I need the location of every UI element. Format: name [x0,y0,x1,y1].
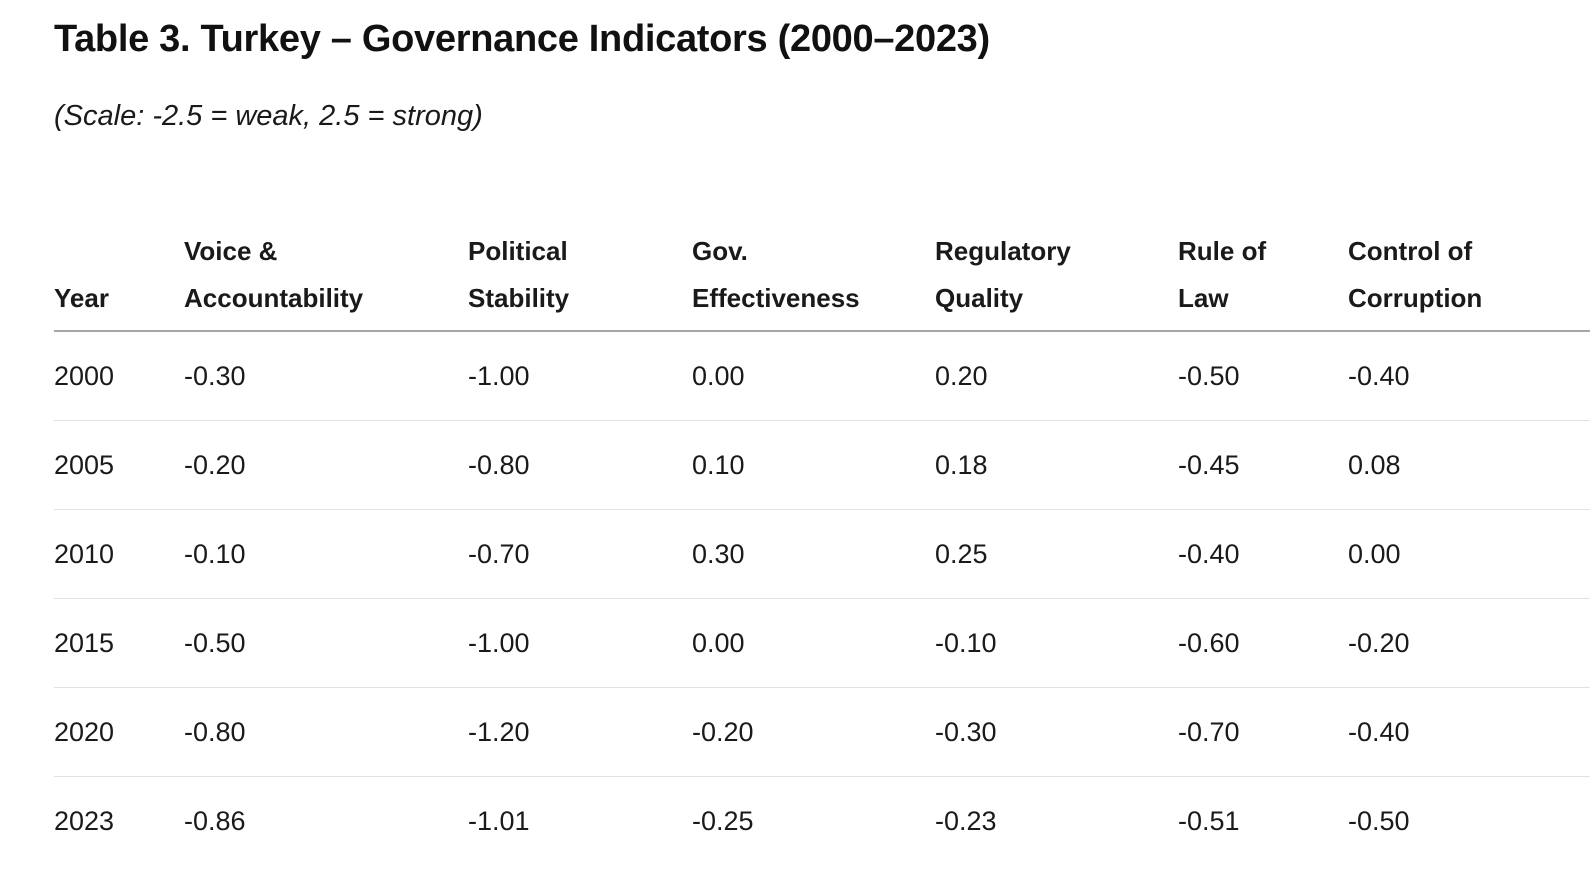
governance-table: Year Voice & Accountability Political Stab… [54,205,1590,865]
table-row: 2023 -0.86 -1.01 -0.25 -0.23 -0.51 -0.50 [54,777,1590,866]
header-line: Corruption [1348,283,1483,313]
header-line: Rule of [1178,236,1267,266]
cell-control-of-corruption: 0.08 [1348,420,1590,510]
cell-control-of-corruption: -0.20 [1348,598,1590,688]
header-line: Voice & [184,236,278,266]
table-row: 2020 -0.80 -1.20 -0.20 -0.30 -0.70 -0.40 [54,687,1590,777]
cell-political-stability: -0.70 [468,509,692,599]
header-voice-accountability: Voice & Accountability [184,205,468,332]
cell-political-stability: -1.00 [468,331,692,421]
table-body: 2000 -0.30 -1.00 0.00 0.20 -0.50 -0.40 2… [54,331,1590,865]
header-line: Gov. [692,236,748,266]
cell-regulatory-quality: -0.10 [935,598,1178,688]
cell-year: 2000 [54,331,184,421]
cell-voice-accountability: -0.80 [184,687,468,777]
table-row: 2015 -0.50 -1.00 0.00 -0.10 -0.60 -0.20 [54,598,1590,688]
cell-year: 2023 [54,805,115,836]
cell-rule-of-law: -0.40 [1178,509,1348,599]
cell-regulatory-quality: 0.25 [935,509,1178,599]
table-header: Year Voice & Accountability Political Stab… [54,205,1590,332]
cell-control-of-corruption: -0.40 [1348,331,1590,421]
cell-regulatory-quality: -0.23 [935,805,997,836]
cell-control-of-corruption: -0.50 [1348,805,1410,836]
cell-control-of-corruption: -0.40 [1348,687,1590,777]
header-line: Law [1178,283,1229,313]
cell-regulatory-quality: -0.30 [935,687,1178,777]
table-subtitle: (Scale: -2.5 = weak, 2.5 = strong) [54,100,483,132]
header-political-stability: Political Stability [468,205,692,332]
header-line: Regulatory [935,236,1071,266]
cell-voice-accountability: -0.20 [184,420,468,510]
cell-rule-of-law: -0.70 [1178,687,1348,777]
cell-political-stability: -0.80 [468,420,692,510]
cell-voice-accountability: -0.10 [184,509,468,599]
table-title: Table 3. Turkey – Governance Indicators … [54,18,990,60]
header-line: Political [468,236,568,266]
cell-voice-accountability: -0.50 [184,598,468,688]
cell-year: 2015 [54,598,184,688]
cell-rule-of-law: -0.51 [1178,805,1240,836]
cell-regulatory-quality: 0.18 [935,420,1178,510]
cell-gov-effectiveness: 0.10 [692,420,935,510]
cell-gov-effectiveness: 0.00 [692,598,935,688]
cell-control-of-corruption: 0.00 [1348,509,1590,599]
cell-political-stability: -1.00 [468,598,692,688]
cell-rule-of-law: -0.45 [1178,420,1348,510]
cell-year: 2020 [54,687,184,777]
cell-gov-effectiveness: 0.00 [692,331,935,421]
cell-voice-accountability: -0.30 [184,331,468,421]
table-row: 2005 -0.20 -0.80 0.10 0.18 -0.45 0.08 [54,420,1590,510]
header-line: Year [54,283,109,313]
cell-year: 2005 [54,420,184,510]
header-line: Stability [468,283,570,313]
cell-regulatory-quality: 0.20 [935,331,1178,421]
cell-political-stability: -1.20 [468,687,692,777]
header-line: Control of [1348,236,1473,266]
cell-gov-effectiveness: -0.20 [692,687,935,777]
header-gov-effectiveness: Gov. Effectiveness [692,205,935,332]
table-row: 2000 -0.30 -1.00 0.00 0.20 -0.50 -0.40 [54,331,1590,421]
cell-gov-effectiveness: 0.30 [692,509,935,599]
table-row: 2010 -0.10 -0.70 0.30 0.25 -0.40 0.00 [54,509,1590,599]
header-control-of-corruption: Control of Corruption [1348,205,1590,332]
header-row: Year Voice & Accountability Political Stab… [54,205,1590,332]
header-regulatory-quality: Regulatory Quality [935,205,1178,332]
cell-political-stability: -1.01 [468,805,530,836]
header-line: Effectiveness [692,283,860,313]
cell-rule-of-law: -0.50 [1178,331,1348,421]
header-line: Accountability [184,283,364,313]
header-line: Quality [935,283,1024,313]
cell-rule-of-law: -0.60 [1178,598,1348,688]
cell-voice-accountability: -0.86 [184,805,246,836]
cell-gov-effectiveness: -0.25 [692,805,754,836]
header-rule-of-law: Rule of Law [1178,205,1348,332]
header-year: Year [54,205,184,332]
cell-year: 2010 [54,509,184,599]
